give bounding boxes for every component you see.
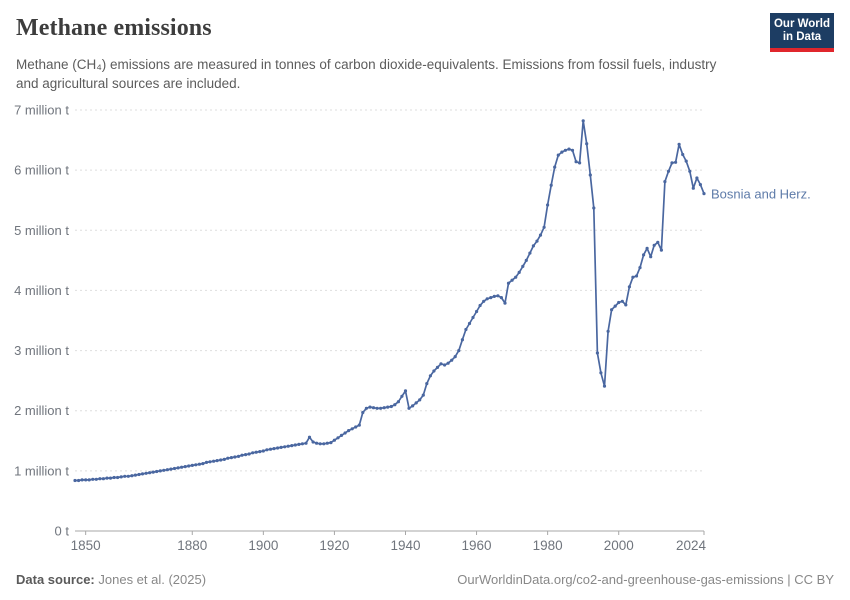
axes: 0 t 1 million t 2 million t 3 million t 4 mi… bbox=[14, 103, 706, 554]
line-series bbox=[73, 119, 706, 483]
gridlines bbox=[75, 109, 704, 472]
chart-subtitle: Methane (CH₄) emissions are measured in … bbox=[16, 57, 717, 91]
owid-logo[interactable]: Our World in Data bbox=[770, 13, 834, 52]
svg-text:7 million t: 7 million t bbox=[14, 103, 69, 118]
svg-text:6 million t: 6 million t bbox=[14, 163, 69, 178]
svg-text:1880: 1880 bbox=[177, 538, 207, 553]
svg-text:1900: 1900 bbox=[248, 538, 278, 553]
data-source: Data source: Jones et al. (2025) bbox=[16, 572, 206, 587]
svg-text:3 million t: 3 million t bbox=[14, 343, 69, 358]
svg-text:1 million t: 1 million t bbox=[14, 463, 69, 478]
svg-text:1980: 1980 bbox=[533, 538, 563, 553]
page-title: Methane emissions bbox=[16, 15, 212, 41]
svg-text:4 million t: 4 million t bbox=[14, 283, 69, 298]
svg-text:2 million t: 2 million t bbox=[14, 403, 69, 418]
svg-text:0 t: 0 t bbox=[55, 524, 70, 539]
license-link: OurWorldinData.org/co2-and-greenhouse-ga… bbox=[457, 571, 834, 587]
svg-text:1850: 1850 bbox=[71, 538, 101, 553]
data-source-value: Jones et al. (2025) bbox=[98, 571, 207, 587]
owid-logo-line2: in Data bbox=[782, 31, 822, 43]
svg-text:5 million t: 5 million t bbox=[14, 223, 69, 238]
chart-footer: Data source: Jones et al. (2025) OurWorl… bbox=[16, 569, 834, 589]
svg-text:1940: 1940 bbox=[390, 538, 420, 553]
owid-logo-line1: Our World bbox=[773, 18, 830, 30]
data-source-label: Data source: bbox=[16, 571, 95, 587]
svg-text:1960: 1960 bbox=[462, 538, 492, 553]
entity-label[interactable]: Bosnia and Herz. bbox=[711, 187, 811, 202]
svg-text:2024: 2024 bbox=[676, 538, 707, 553]
svg-text:2000: 2000 bbox=[604, 538, 634, 553]
svg-text:1920: 1920 bbox=[319, 538, 349, 553]
